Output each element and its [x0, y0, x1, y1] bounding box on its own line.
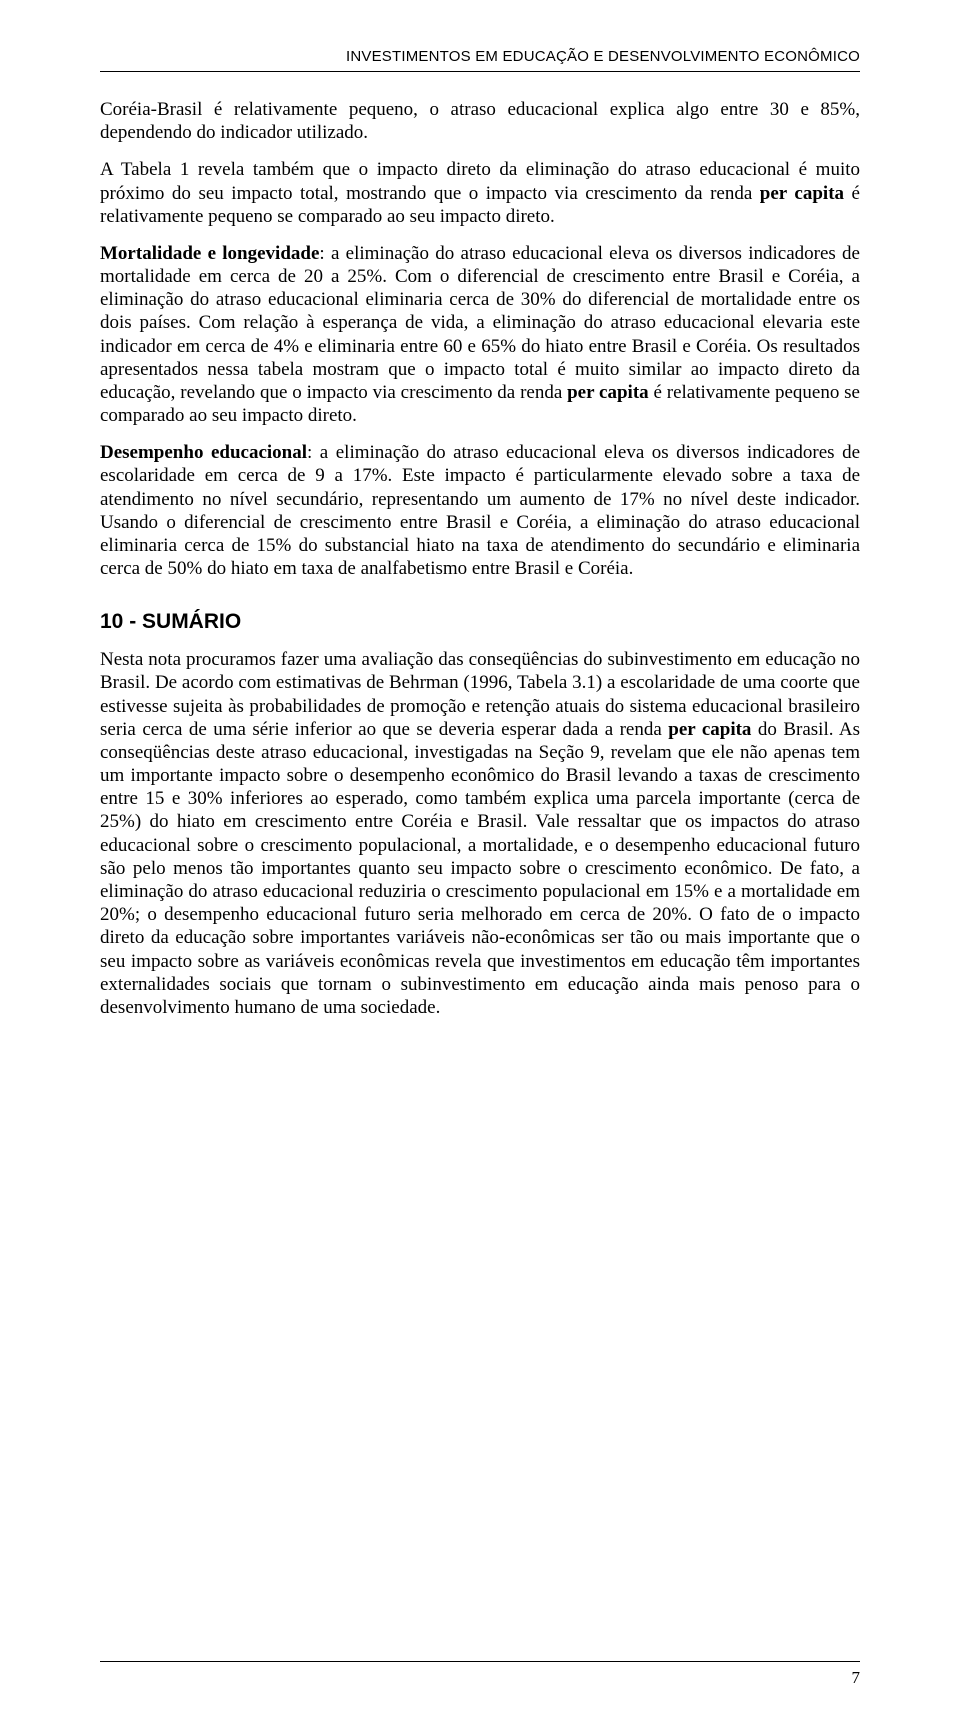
page-footer: 7: [100, 1661, 860, 1688]
page-number: 7: [100, 1668, 860, 1688]
bottom-rule: [100, 1661, 860, 1662]
body-text: Coréia-Brasil é relativamente pequeno, o…: [100, 99, 860, 143]
body-text: do Brasil. As conseqüências deste atraso…: [100, 719, 860, 1018]
emphasis-per-capita: per capita: [760, 183, 844, 204]
run-in-heading-mortalidade: Mortalidade e longevidade: [100, 243, 319, 264]
body-text: A Tabela 1 revela também que o impacto d…: [100, 159, 860, 203]
paragraph-continuation: Coréia-Brasil é relativamente pequeno, o…: [100, 98, 860, 144]
run-in-heading-desempenho: Desempenho educacional: [100, 442, 307, 463]
body-text: : a eliminação do atraso educacional ele…: [100, 243, 860, 403]
paragraph-mortalidade: Mortalidade e longevidade: a eliminação …: [100, 242, 860, 427]
emphasis-per-capita: per capita: [567, 382, 649, 403]
paragraph-tabela: A Tabela 1 revela também que o impacto d…: [100, 158, 860, 228]
top-rule: [100, 71, 860, 72]
paragraph-sumario: Nesta nota procuramos fazer uma avaliaçã…: [100, 648, 860, 1019]
paragraph-desempenho: Desempenho educacional: a eliminação do …: [100, 441, 860, 580]
section-heading-sumario: 10 - SUMÁRIO: [100, 610, 860, 634]
emphasis-per-capita: per capita: [668, 719, 751, 740]
running-header: INVESTIMENTOS EM EDUCAÇÃO E DESENVOLVIME…: [100, 48, 860, 65]
document-page: INVESTIMENTOS EM EDUCAÇÃO E DESENVOLVIME…: [0, 0, 960, 1728]
